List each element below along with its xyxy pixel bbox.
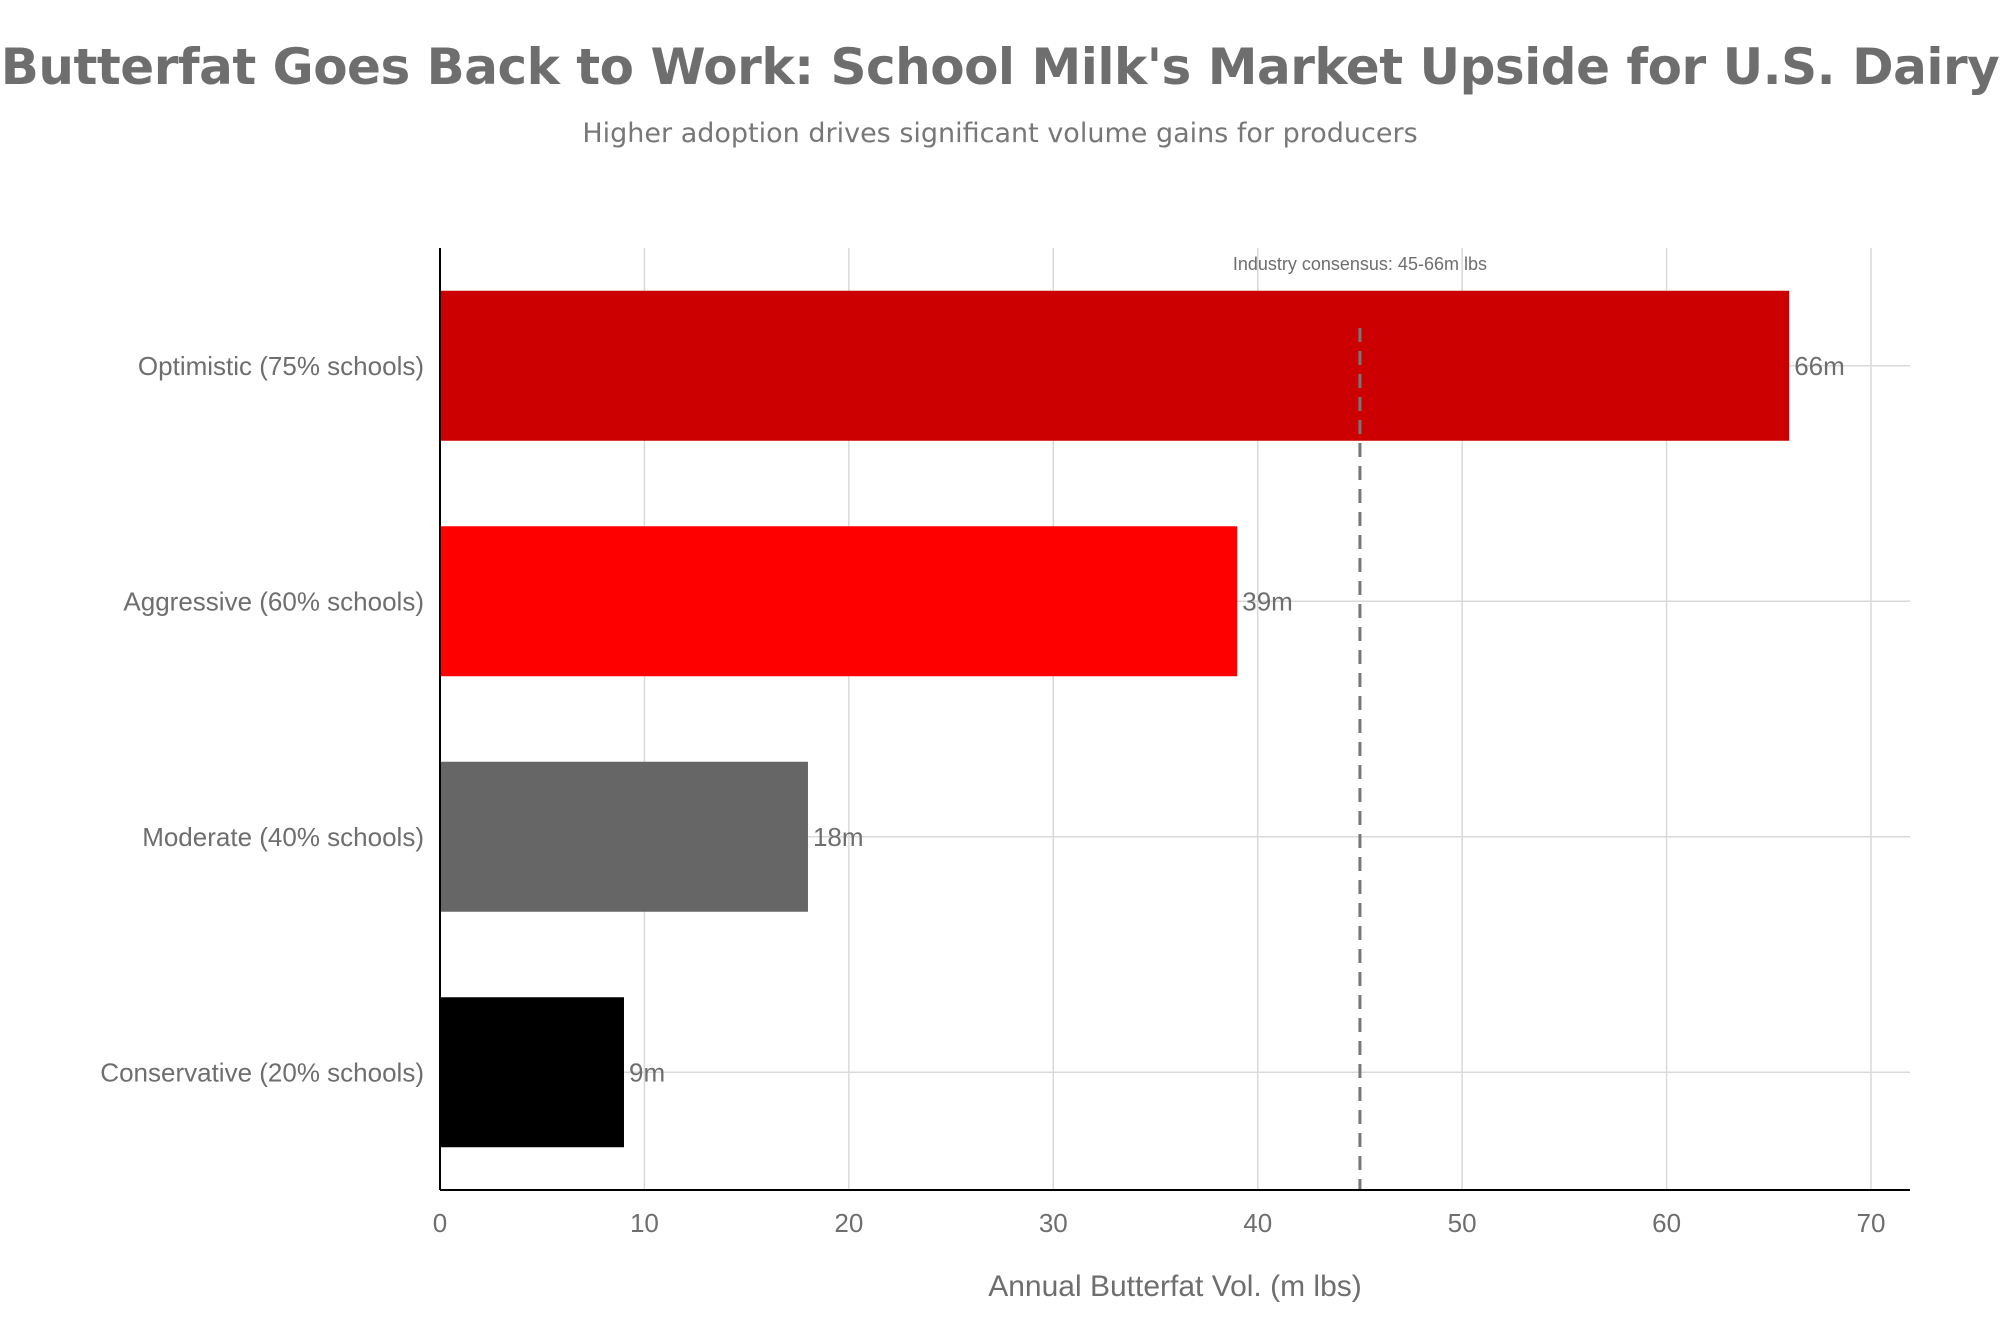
- x-tick-label: 30: [1039, 1208, 1068, 1238]
- chart-title: Butterfat Goes Back to Work: School Milk…: [0, 38, 2000, 96]
- x-tick-label: 50: [1448, 1208, 1477, 1238]
- data-label: 9m: [629, 1057, 665, 1087]
- x-axis-title: Annual Butterfat Vol. (m lbs): [988, 1270, 1362, 1303]
- bar: [440, 761, 808, 912]
- bars: [440, 290, 1790, 1148]
- bar: [440, 290, 1790, 441]
- labels: 0 10 20 30 40 50 60 70 Optimistic (75% schools) 6…: [100, 254, 1885, 1238]
- data-label: 66m: [1794, 351, 1845, 381]
- bar: [440, 997, 624, 1148]
- x-tick-label: 40: [1243, 1208, 1272, 1238]
- category-label: Conservative (20% schools): [100, 1057, 424, 1087]
- category-label: Moderate (40% schools): [142, 822, 424, 852]
- x-tick-label: 20: [834, 1208, 863, 1238]
- axes: [439, 248, 1910, 1191]
- data-label: 18m: [813, 822, 864, 852]
- data-label: 39m: [1242, 586, 1293, 616]
- x-tick-label: 70: [1857, 1208, 1886, 1238]
- x-tick-label: 60: [1652, 1208, 1681, 1238]
- x-tick-label: 0: [433, 1208, 447, 1238]
- x-tick-label: 10: [630, 1208, 659, 1238]
- category-label: Aggressive (60% schools): [123, 586, 424, 616]
- reference-annotation: Industry consensus: 45-66m lbs: [1233, 254, 1487, 274]
- category-label: Optimistic (75% schools): [138, 351, 424, 381]
- chart-subtitle: Higher adoption drives significant volum…: [582, 118, 1418, 149]
- bar: [440, 526, 1238, 677]
